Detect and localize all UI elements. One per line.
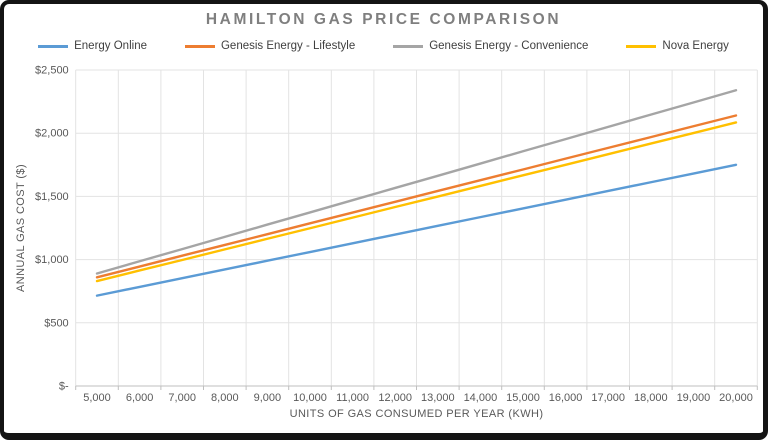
legend: Energy Online Genesis Energy - Lifestyle G…	[4, 40, 763, 52]
legend-item-energy-online: Energy Online	[38, 40, 147, 52]
legend-label: Energy Online	[74, 40, 147, 52]
x-tick-label: 10,000	[293, 392, 327, 404]
y-tick-label: $2,500	[35, 65, 69, 77]
x-tick-label: 15,000	[506, 392, 540, 404]
x-tick-label: 8,000	[211, 392, 239, 404]
legend-line-swatch	[626, 44, 657, 48]
y-tick-label: $2,000	[35, 128, 69, 140]
x-axis-title: UNITS OF GAS CONSUMED PER YEAR (KWH)	[290, 408, 544, 420]
y-axis-title: ANNUAL GAS COST ($)	[15, 164, 27, 292]
legend-label: Genesis Energy - Convenience	[429, 40, 589, 52]
y-tick-label: $500	[44, 317, 68, 329]
legend-line-swatch	[184, 44, 215, 48]
x-tick-label: 14,000	[464, 392, 498, 404]
legend-item-genesis-energy-convenience: Genesis Energy - Convenience	[393, 40, 588, 52]
x-tick-label: 9,000	[254, 392, 282, 404]
x-tick-label: 6,000	[126, 392, 154, 404]
y-tick-label: $-	[59, 381, 69, 393]
x-tick-labels: 5,000 6,000 7,000 8,000 9,000 10,000 11,000 12,…	[83, 392, 753, 404]
x-tick-label: 7,000	[168, 392, 196, 404]
x-tick-label: 11,000	[336, 392, 369, 404]
x-tick-label: 5,000	[83, 392, 111, 404]
chart-title: HAMILTON GAS PRICE COMPARISON	[205, 11, 562, 28]
legend-line-swatch	[38, 44, 69, 48]
y-gridlines-and-labels: $2,500 $2,000 $1,500 $1,000 $500 $-	[35, 65, 758, 393]
x-tick-label: 16,000	[549, 392, 583, 404]
series-line-genesis-energy-lifestyle	[95, 114, 738, 279]
x-tick-label: 17,000	[591, 392, 625, 404]
x-tick-label: 18,000	[634, 392, 668, 404]
y-tick-label: $1,500	[35, 191, 69, 203]
y-tick-label: $1,000	[35, 254, 69, 266]
series-line-genesis-energy-convenience	[95, 89, 738, 275]
price-comparison-chart: $2,500 $2,000 $1,500 $1,000 $500 $- 5,000 6,000…	[15, 65, 758, 420]
x-tick-label: 19,000	[677, 392, 711, 404]
series-line-energy-online	[95, 163, 738, 297]
legend-label: Nova Energy	[662, 40, 729, 52]
legend-item-genesis-energy-lifestyle: Genesis Energy - Lifestyle	[184, 40, 356, 52]
series-line-nova-energy	[95, 121, 738, 283]
x-gridlines-and-ticks	[75, 70, 758, 390]
x-tick-label: 13,000	[421, 392, 455, 404]
x-tick-label: 12,000	[378, 392, 412, 404]
series-lines	[95, 89, 738, 297]
legend-label: Genesis Energy - Lifestyle	[220, 40, 356, 52]
x-tick-label: 20,000	[719, 392, 753, 404]
legend-item-nova-energy: Nova Energy	[626, 40, 729, 52]
legend-line-swatch	[393, 44, 424, 48]
